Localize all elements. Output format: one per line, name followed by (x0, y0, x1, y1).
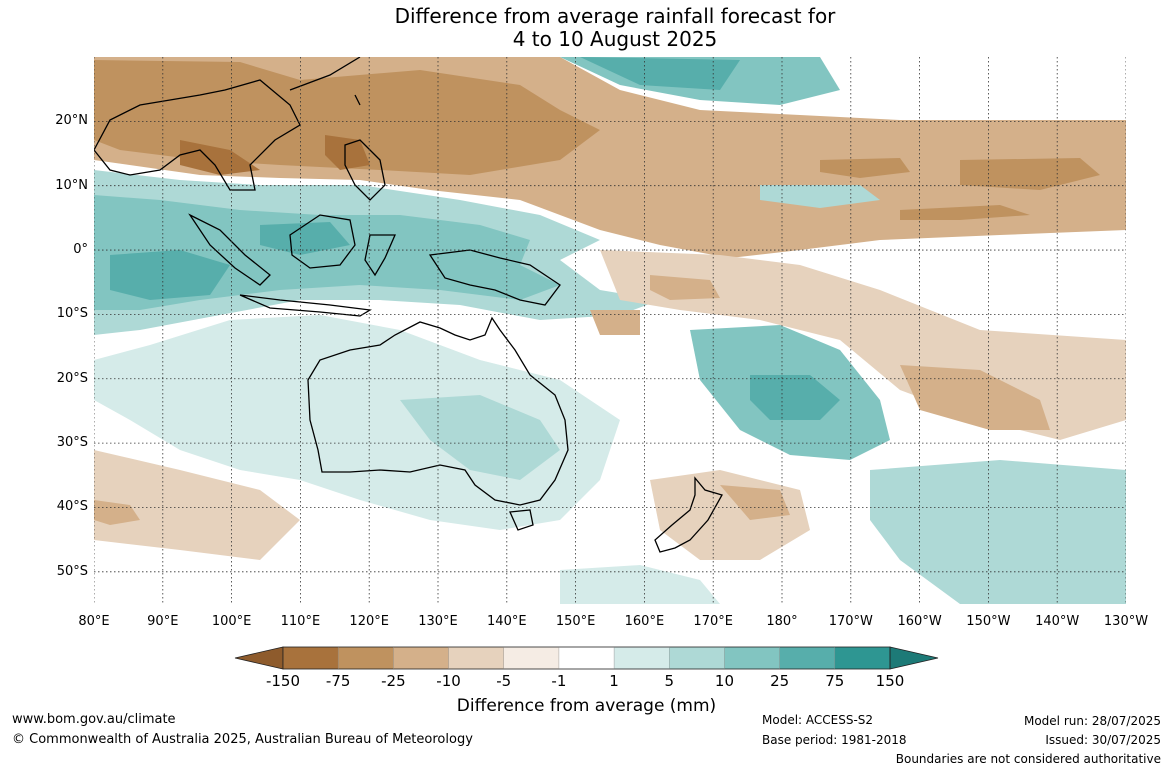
wet-light-south-tasman (560, 565, 720, 604)
longitude-label: 120°E (349, 614, 389, 629)
map-title: Difference from average rainfall forecas… (0, 5, 1173, 51)
dry-core-tasman (720, 485, 790, 520)
longitude-label: 150°E (555, 614, 596, 629)
longitude-label: 140°W (1035, 614, 1080, 629)
colorbar-bin (834, 647, 891, 669)
colorbar-bin (779, 647, 836, 669)
colorbar-tick-label: 75 (825, 672, 845, 690)
dry-core-southern-ocean (94, 500, 140, 525)
map-plot-area (94, 57, 1126, 604)
longitude-label: 160°W (897, 614, 942, 629)
model-run-date: Model run: 28/07/2025 (1023, 714, 1161, 728)
colorbar-tick-label: 5 (664, 672, 675, 690)
colorbar-bin (338, 647, 394, 669)
tasmania-coastline (509, 509, 534, 531)
wet-core-north-pacific (580, 57, 740, 90)
rainfall-anomaly-field (94, 57, 1126, 604)
wet-core-eastern-australia (400, 395, 560, 480)
latitude-label: 50°S (56, 563, 88, 579)
colorbar-tick-label: -5 (496, 672, 512, 690)
longitude-label: 80°E (78, 614, 110, 629)
colorbar-bin (558, 647, 615, 669)
longitude-label: 160°E (624, 614, 665, 629)
model-name: Model: ACCESS-S2 (762, 713, 874, 727)
colorbar-tick-label: 1 (609, 672, 619, 690)
colorbar-bin (614, 647, 670, 669)
sumatra-coastline (188, 213, 271, 286)
philippines-coastline (344, 139, 386, 201)
wet-patch-central-pacific (760, 185, 880, 208)
java-coastline (239, 294, 372, 317)
longitude-label: 180° (766, 614, 798, 629)
colorbar-under-arrow (234, 646, 284, 670)
colorbar-bin (283, 647, 339, 669)
colorbar-tick-label: 25 (770, 672, 790, 690)
latitude-label: 10°S (56, 306, 88, 322)
wet-core-indonesia (260, 222, 350, 255)
longitude-label: 150°W (966, 614, 1011, 629)
dry-core-pacific-1 (820, 158, 910, 178)
sulawesi-coastline (364, 234, 396, 277)
latitude-label: 10°N (55, 177, 88, 193)
longitude-label: 100°E (211, 614, 252, 629)
colorbar-tick-label: -25 (381, 672, 406, 690)
dry-core-pacific-2 (960, 158, 1100, 190)
longitude-label: 170°W (828, 614, 873, 629)
wet-core-southwest-pacific (750, 375, 840, 420)
colorbar-tick-label: -75 (325, 672, 351, 690)
dry-band-southern-ocean-west (94, 450, 300, 560)
title-line-1: Difference from average rainfall forecas… (394, 4, 836, 28)
longitude-label: 130°W (1103, 614, 1149, 629)
dry-core-asia (94, 60, 600, 175)
longitude-label: 140°E (487, 614, 527, 629)
colorbar-bin (503, 647, 560, 669)
latitude-label: 20°S (56, 370, 88, 386)
wet-light-australia (94, 315, 620, 530)
latitude-label: 40°S (56, 499, 88, 515)
colorbar-tick-label: 10 (714, 672, 734, 690)
colorbar-tick-label: -150 (265, 672, 301, 690)
longitude-label: 110°E (280, 614, 321, 629)
latitude-label: 0° (73, 242, 88, 258)
copyright-text: © Commonwealth of Australia 2025, Austra… (12, 732, 473, 747)
dry-core-vanuatu (590, 310, 640, 335)
colorbar (234, 646, 939, 670)
rainfall-map (94, 57, 1126, 670)
new-guinea-coastline (428, 249, 561, 306)
longitude-label: 130°E (418, 614, 458, 629)
colorbar-title: Difference from average (mm) (456, 696, 717, 716)
graticule (94, 57, 1126, 604)
southeast-asia-coastline (94, 79, 301, 191)
colorbar-tick-label: -1 (551, 672, 567, 690)
colorbar-bin (393, 647, 450, 669)
colorbar-bin (448, 647, 505, 669)
colorbar-over-arrow (889, 646, 939, 670)
base-period: Base period: 1981-2018 (762, 733, 907, 747)
latitude-label: 20°N (55, 113, 88, 129)
issued-date: Issued: 30/07/2025 (1045, 733, 1161, 747)
wet-core-indian-ocean (110, 250, 230, 300)
colorbar-frame (282, 646, 891, 670)
dry-core-pacific-3 (900, 205, 1030, 220)
coastlines (94, 57, 723, 553)
dry-core-coral-sea-north (650, 275, 720, 300)
boundary-disclaimer: Boundaries are not considered authoritat… (895, 752, 1161, 766)
colorbar-bin (669, 647, 725, 669)
dry-core-indochina (180, 140, 260, 175)
longitude-label: 90°E (147, 614, 179, 629)
colorbar-tick-label: 150 (875, 672, 905, 690)
website-link[interactable]: www.bom.gov.au/climate (12, 712, 176, 727)
china-coastline (289, 57, 361, 106)
dry-core-south-pacific (900, 365, 1050, 430)
longitude-label: 170°E (693, 614, 733, 629)
title-line-2: 4 to 10 August 2025 (512, 27, 718, 51)
colorbar-bin (724, 647, 781, 669)
wet-band-southeast-pacific (870, 460, 1126, 604)
dry-core-philippines (325, 135, 370, 170)
borneo-coastline (289, 214, 356, 269)
australia-coastline (307, 316, 569, 506)
colorbar-tick-label: -10 (436, 672, 461, 690)
latitude-label: 30°S (56, 435, 88, 451)
